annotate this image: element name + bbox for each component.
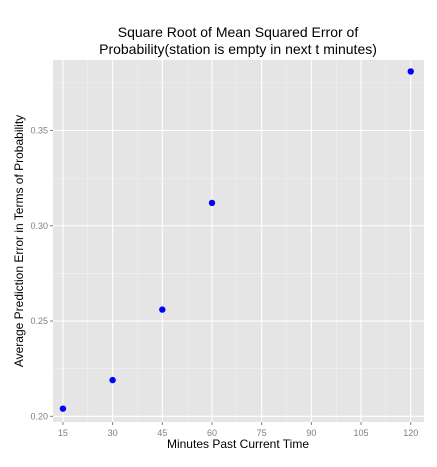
data-point <box>59 405 67 412</box>
data-point <box>109 376 116 384</box>
x-tick-label: 75 <box>257 428 267 438</box>
y-tick-label: 0.30 <box>30 221 48 231</box>
data-point <box>407 68 414 75</box>
x-axis-ticks: 15 30 45 60 75 90 105 120 <box>58 422 418 438</box>
data-point <box>159 306 166 313</box>
x-tick-label: 120 <box>403 428 418 438</box>
chart-title-line1: Square Root of Mean Squared Error of <box>118 24 359 40</box>
data-points <box>59 68 414 412</box>
y-axis-ticks: 0.20 0.25 0.30 0.35 <box>30 125 53 421</box>
x-tick-label: 90 <box>306 428 316 438</box>
x-axis-label: Minutes Past Current Time <box>167 437 309 451</box>
x-tick-label: 60 <box>207 428 217 438</box>
chart-title-line2: Probability(station is empty in next t m… <box>99 41 377 57</box>
grid-lines <box>53 60 424 422</box>
y-axis-label: Average Prediction Error in Terms of Pro… <box>12 115 26 367</box>
x-tick-label: 15 <box>58 428 68 438</box>
plot-panel <box>53 60 424 422</box>
x-tick-label: 45 <box>157 428 167 438</box>
data-point <box>208 199 216 207</box>
y-tick-label: 0.25 <box>30 316 48 326</box>
y-tick-label: 0.20 <box>30 411 48 421</box>
x-tick-label: 30 <box>108 428 118 438</box>
y-tick-label: 0.35 <box>30 125 48 135</box>
x-tick-label: 105 <box>354 428 369 438</box>
